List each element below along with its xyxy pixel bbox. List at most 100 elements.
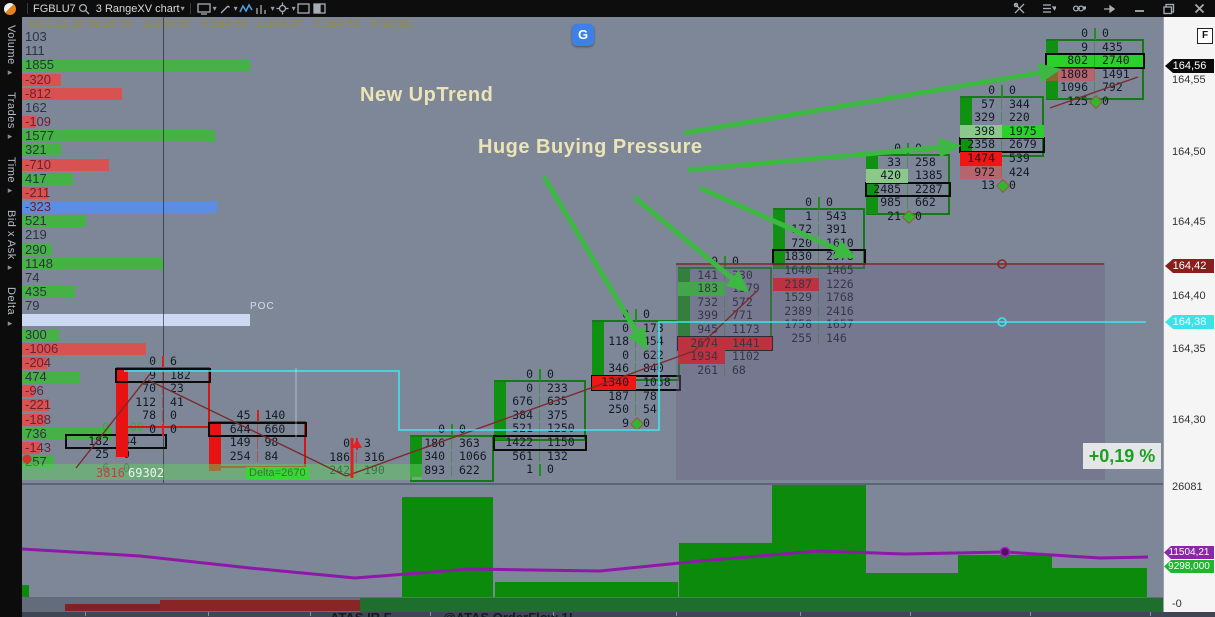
ask-value: 363 bbox=[459, 435, 480, 450]
rectangle-icon[interactable] bbox=[296, 2, 312, 16]
price-badge: 164,42 bbox=[1165, 259, 1214, 273]
footprint-row: 1529 1768 bbox=[773, 291, 865, 305]
chevron-down-icon[interactable]: ▾ bbox=[180, 4, 185, 13]
pencil-icon[interactable] bbox=[217, 2, 233, 16]
divider bbox=[189, 3, 191, 14]
translate-icon[interactable]: G bbox=[572, 24, 594, 46]
profile-row: 79 bbox=[22, 299, 262, 313]
poc-label: POC bbox=[250, 301, 275, 312]
profile-row: -204 bbox=[22, 355, 262, 370]
footprint-row: 1096 792 bbox=[1046, 81, 1144, 95]
pin-icon[interactable] bbox=[1101, 2, 1117, 16]
delta-value: 736 bbox=[25, 425, 47, 441]
link-icon[interactable] bbox=[1071, 2, 1087, 16]
bid-value: 25 bbox=[95, 447, 109, 462]
bid-value: 802 bbox=[1067, 53, 1088, 68]
footprint-row: 521 1250 bbox=[494, 422, 586, 436]
delta-bar bbox=[22, 215, 86, 228]
chevron-down-icon[interactable]: ▾ bbox=[233, 4, 238, 13]
axis-tick bbox=[800, 612, 801, 616]
ask-value: 792 bbox=[1102, 80, 1123, 95]
bid-value: 329 bbox=[974, 110, 995, 125]
sidebar-item-trades[interactable]: Trades bbox=[5, 92, 17, 142]
delta-value: -109 bbox=[25, 114, 52, 130]
price-axis[interactable]: F 164,55 164,50 164,45 164,40 164,35 164,30 16… bbox=[1163, 17, 1215, 612]
chevron-down-icon[interactable]: ▾ bbox=[291, 4, 296, 13]
ask-value: 391 bbox=[826, 222, 847, 237]
profile-row: 321 bbox=[22, 143, 262, 157]
bid-value: 0 bbox=[622, 307, 629, 321]
profile-row: -812 bbox=[22, 86, 262, 101]
profile-row: -320 bbox=[22, 71, 262, 87]
delta-value: 162 bbox=[25, 99, 47, 115]
columns-icon[interactable] bbox=[312, 2, 328, 16]
price-label: 164,50 bbox=[1172, 146, 1206, 158]
zigzag-icon[interactable] bbox=[238, 2, 254, 16]
delta-chip: Delta=2670 bbox=[246, 467, 309, 480]
footprint-row: 78 0 bbox=[116, 409, 210, 423]
ask-value: 662 bbox=[915, 195, 936, 210]
footprint-row: 893 622 bbox=[410, 463, 494, 478]
ask-value: 0 bbox=[915, 208, 922, 223]
restore-icon[interactable] bbox=[1161, 2, 1177, 16]
footprint-row: 0 622 bbox=[592, 348, 680, 363]
symbol-label[interactable]: FGBLU7 bbox=[33, 2, 76, 15]
chart-type-dropdown[interactable]: 3 RangeXV chart bbox=[95, 2, 180, 15]
bid-value: 1830 bbox=[784, 249, 812, 264]
ask-value: 1768 bbox=[826, 290, 854, 305]
profile-row: 111 bbox=[22, 44, 262, 58]
panel-divider[interactable] bbox=[22, 483, 1163, 485]
delta-value: -323 bbox=[25, 199, 52, 215]
delta-bar bbox=[22, 158, 109, 171]
bid-value: 2358 bbox=[967, 137, 995, 152]
delta-value: 1855 bbox=[25, 57, 54, 73]
delta-bar bbox=[22, 342, 146, 355]
bid-value: 112 bbox=[135, 394, 156, 409]
ask-value: 1465 bbox=[826, 262, 854, 277]
footprint-row: 676 635 bbox=[494, 395, 586, 409]
minimize-icon[interactable] bbox=[1131, 2, 1147, 16]
ask-value: 543 bbox=[826, 208, 847, 223]
time-axis-bar[interactable] bbox=[0, 612, 1215, 617]
bid-value: 250 bbox=[608, 402, 629, 417]
list-icon[interactable] bbox=[1041, 2, 1057, 16]
chevron-down-icon[interactable]: ▾ bbox=[212, 4, 217, 13]
monitor-icon[interactable] bbox=[196, 2, 212, 16]
bars-icon[interactable] bbox=[254, 2, 270, 16]
delta-bar bbox=[22, 186, 48, 199]
bid-value: 985 bbox=[880, 195, 901, 210]
delta-value: -320 bbox=[25, 71, 52, 87]
sidebar-item-bid-x-ask[interactable]: Bid x Ask bbox=[5, 210, 17, 273]
delta-bar bbox=[22, 73, 61, 86]
search-icon[interactable] bbox=[76, 2, 92, 16]
delta-value: 103 bbox=[25, 29, 47, 44]
sidebar-item-time[interactable]: Time bbox=[5, 157, 17, 197]
ask-value: 3 bbox=[364, 436, 371, 450]
histo-bar bbox=[495, 582, 678, 598]
f-button[interactable]: F bbox=[1197, 28, 1213, 44]
bid-value: 0 bbox=[526, 367, 533, 381]
delta-bar bbox=[22, 59, 250, 72]
close-icon[interactable] bbox=[1191, 2, 1207, 16]
profile-row: 521 bbox=[22, 214, 262, 228]
ask-value: 375 bbox=[547, 407, 568, 422]
price-badge: 164,38 bbox=[1165, 315, 1214, 329]
footprint-row: 9 435 bbox=[1046, 40, 1144, 55]
chevron-down-icon[interactable]: ▾ bbox=[270, 4, 275, 13]
bid-value: 398 bbox=[960, 124, 1002, 139]
divider bbox=[27, 3, 28, 14]
sidebar-item-delta[interactable]: Delta bbox=[5, 287, 17, 329]
profile-row: 435 bbox=[22, 285, 262, 299]
bid-value: 1096 bbox=[1060, 80, 1088, 95]
annotation-pressure: Huge Buying Pressure bbox=[478, 136, 703, 158]
bid-value: 1640 bbox=[784, 262, 812, 277]
footprint-row: 420 1385 bbox=[866, 169, 950, 183]
tools-icon[interactable] bbox=[1011, 2, 1027, 16]
bid-value: 0 bbox=[149, 421, 156, 436]
sidebar-item-volume[interactable]: Volume bbox=[5, 25, 17, 78]
crosshair-icon[interactable] bbox=[275, 2, 291, 16]
ask-value: 660 bbox=[264, 421, 286, 436]
bid-value: 1808 bbox=[1046, 67, 1095, 82]
profile-row: 1855 bbox=[22, 58, 262, 72]
